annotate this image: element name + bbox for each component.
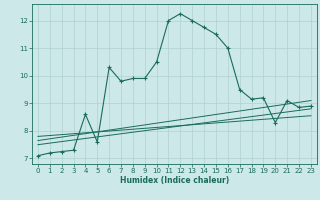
X-axis label: Humidex (Indice chaleur): Humidex (Indice chaleur) xyxy=(120,176,229,185)
